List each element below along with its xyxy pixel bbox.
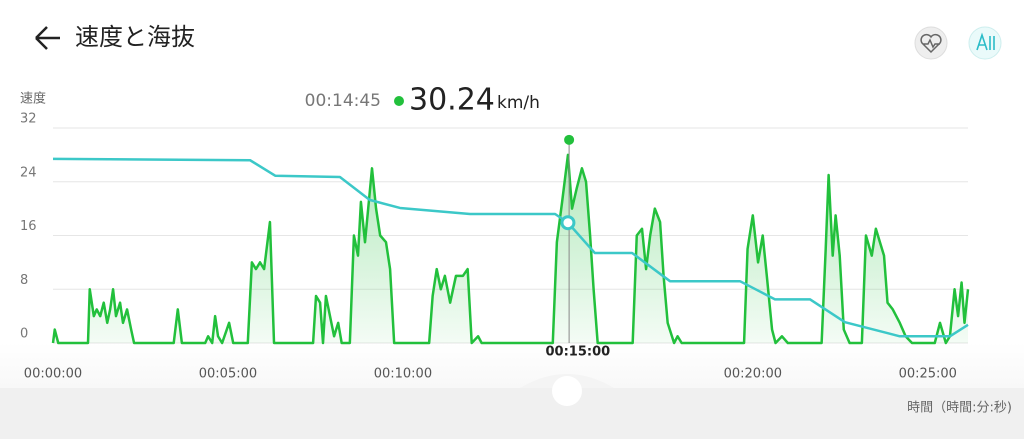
x-tick-label: 00:25:00 bbox=[899, 367, 957, 382]
x-tick-label: 00:20:00 bbox=[724, 367, 782, 382]
footer-bar bbox=[0, 388, 1024, 439]
x-tick-label: 00:05:00 bbox=[199, 367, 257, 382]
title: 速度と海抜 bbox=[75, 23, 195, 51]
x-axis-label: 時間（時間:分:秒) bbox=[907, 401, 1012, 416]
y-tick-label: 0 bbox=[20, 327, 28, 342]
handle[interactable] bbox=[552, 376, 582, 406]
altitude-glyph bbox=[976, 32, 995, 51]
altitude-marker bbox=[560, 215, 576, 231]
heart-glyph bbox=[920, 33, 942, 54]
line bbox=[52, 157, 969, 338]
back-button[interactable] bbox=[35, 26, 60, 50]
y-tick-label: 32 bbox=[20, 112, 37, 127]
x-tick-label: 00:10:00 bbox=[374, 367, 432, 382]
y-tick-label: 16 bbox=[20, 219, 37, 234]
y-tick-label: 8 bbox=[20, 273, 28, 288]
y-axis-label: 速度 bbox=[20, 91, 46, 107]
readout-value: 30.24 bbox=[409, 83, 495, 118]
readout-dot bbox=[394, 96, 404, 106]
line bbox=[51, 153, 970, 345]
x-tick-label: 00:15:00 bbox=[546, 345, 611, 360]
readout-marker bbox=[564, 134, 575, 145]
area bbox=[53, 154, 968, 343]
readout-time: 00:14:45 bbox=[305, 91, 381, 111]
x-tick-label: 00:00:00 bbox=[24, 367, 82, 382]
y-tick-label: 24 bbox=[20, 165, 37, 180]
readout-unit: km/h bbox=[497, 93, 540, 113]
